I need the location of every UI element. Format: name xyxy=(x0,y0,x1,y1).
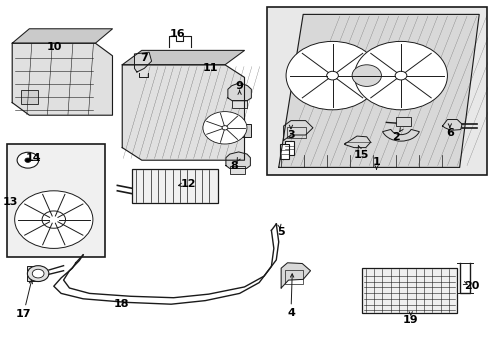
Text: 2: 2 xyxy=(391,132,399,142)
Bar xyxy=(279,144,288,159)
Text: 4: 4 xyxy=(286,308,294,318)
Polygon shape xyxy=(12,29,112,43)
Bar xyxy=(286,127,305,138)
Circle shape xyxy=(326,71,338,80)
Polygon shape xyxy=(225,152,250,168)
Circle shape xyxy=(27,266,49,282)
Bar xyxy=(361,268,456,313)
Polygon shape xyxy=(278,14,478,167)
Text: 12: 12 xyxy=(180,179,196,189)
Circle shape xyxy=(42,211,65,228)
Polygon shape xyxy=(122,50,244,65)
Polygon shape xyxy=(283,121,312,140)
Bar xyxy=(284,141,294,155)
Circle shape xyxy=(15,191,93,248)
Polygon shape xyxy=(281,263,310,288)
Circle shape xyxy=(222,126,227,130)
Polygon shape xyxy=(227,83,251,101)
Bar xyxy=(231,100,247,108)
Text: 10: 10 xyxy=(47,42,62,52)
Bar xyxy=(20,90,38,104)
Text: 6: 6 xyxy=(445,128,453,138)
Text: 19: 19 xyxy=(402,315,418,325)
Circle shape xyxy=(48,216,59,223)
Bar xyxy=(132,169,217,203)
Circle shape xyxy=(354,41,447,110)
Polygon shape xyxy=(442,120,461,130)
Text: 9: 9 xyxy=(235,81,243,91)
Text: 1: 1 xyxy=(372,157,380,167)
Polygon shape xyxy=(134,52,151,72)
Bar xyxy=(7,144,105,257)
Text: 14: 14 xyxy=(25,153,41,163)
Wedge shape xyxy=(382,130,419,141)
Bar xyxy=(27,266,39,281)
Bar xyxy=(266,7,486,175)
Text: 20: 20 xyxy=(463,281,479,291)
Polygon shape xyxy=(12,43,112,115)
Bar xyxy=(284,270,303,284)
Circle shape xyxy=(25,158,31,162)
Text: 3: 3 xyxy=(286,130,294,140)
Circle shape xyxy=(32,269,44,278)
Circle shape xyxy=(285,41,378,110)
Text: 7: 7 xyxy=(140,53,148,63)
Polygon shape xyxy=(122,65,244,160)
Circle shape xyxy=(351,65,381,86)
Polygon shape xyxy=(344,136,370,148)
Text: 16: 16 xyxy=(169,29,184,39)
Text: 5: 5 xyxy=(277,227,285,237)
Bar xyxy=(395,117,410,126)
Text: 8: 8 xyxy=(230,161,238,171)
Text: 13: 13 xyxy=(3,197,19,207)
Circle shape xyxy=(203,112,246,144)
Bar xyxy=(240,124,251,137)
Text: 17: 17 xyxy=(16,309,31,319)
Bar xyxy=(229,166,245,174)
Circle shape xyxy=(17,152,39,168)
Text: 11: 11 xyxy=(202,63,218,73)
Text: 15: 15 xyxy=(353,150,369,160)
Text: 18: 18 xyxy=(113,299,129,309)
Circle shape xyxy=(394,71,406,80)
